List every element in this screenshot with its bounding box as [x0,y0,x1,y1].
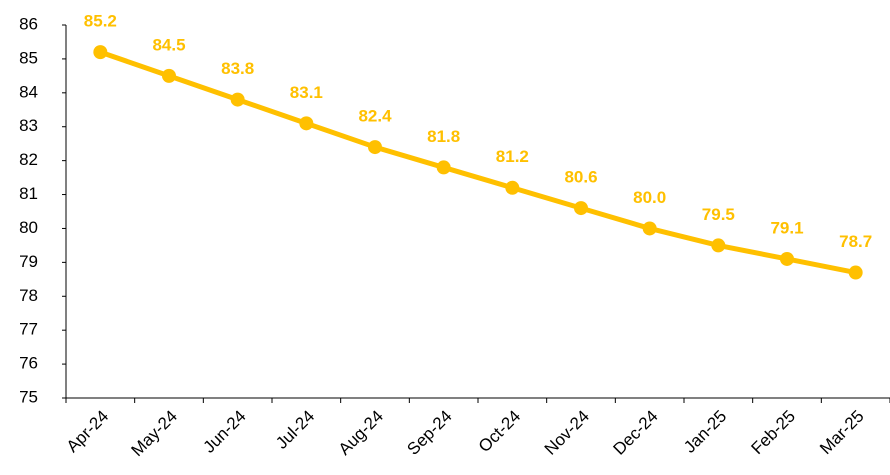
x-tick-label: Feb-25 [747,407,799,459]
y-tick-label: 75 [19,387,38,406]
data-label: 84.5 [152,35,185,54]
data-label: 79.5 [702,205,735,224]
x-tick-label: Mar-25 [816,407,868,459]
point [93,45,108,60]
y-tick-label: 76 [19,354,38,373]
x-tick-label: Apr-24 [63,407,113,457]
data-label: 85.2 [84,12,117,31]
x-tick-label: Dec-24 [609,407,661,459]
x-tick-label: Sep-24 [403,407,455,459]
y-tick-label: 83 [19,116,38,135]
data-label: 81.2 [496,147,529,166]
y-tick-label: 80 [19,218,38,237]
point [505,180,520,195]
x-tick-label: Jul-24 [272,407,318,453]
y-tick-label: 85 [19,48,38,67]
data-label: 80.6 [564,168,597,187]
y-tick-label: 84 [19,82,38,101]
y-tick-label: 82 [19,150,38,169]
x-tick-label: Aug-24 [335,407,387,459]
point [368,140,382,155]
point [848,265,863,280]
data-label: 79.1 [770,218,803,237]
point [574,201,588,216]
point [780,251,794,266]
point [711,238,726,253]
x-tick-label: Jan-25 [680,407,730,457]
line [99,49,857,275]
x-tick-label: Oct-24 [475,407,525,457]
point [230,92,245,107]
data-label: 80.0 [633,188,666,207]
data-label: 83.1 [290,83,323,102]
y-tick-label: 81 [19,184,38,203]
data-label: 81.8 [427,127,460,146]
y-tick-label: 77 [19,320,38,339]
point [642,221,657,236]
data-label: 83.8 [221,59,254,78]
x-tick-label: Jun-24 [199,407,249,457]
y-tick-label: 78 [19,286,38,305]
point [299,116,314,131]
point [162,68,176,83]
y-tick-label: 79 [19,252,38,271]
data-label: 82.4 [358,107,392,126]
x-tick-label: Nov-24 [541,407,593,459]
x-tick-label: May-24 [127,407,181,461]
y-tick-label: 86 [19,14,38,33]
point [436,160,451,175]
data-label: 78.7 [839,232,872,251]
